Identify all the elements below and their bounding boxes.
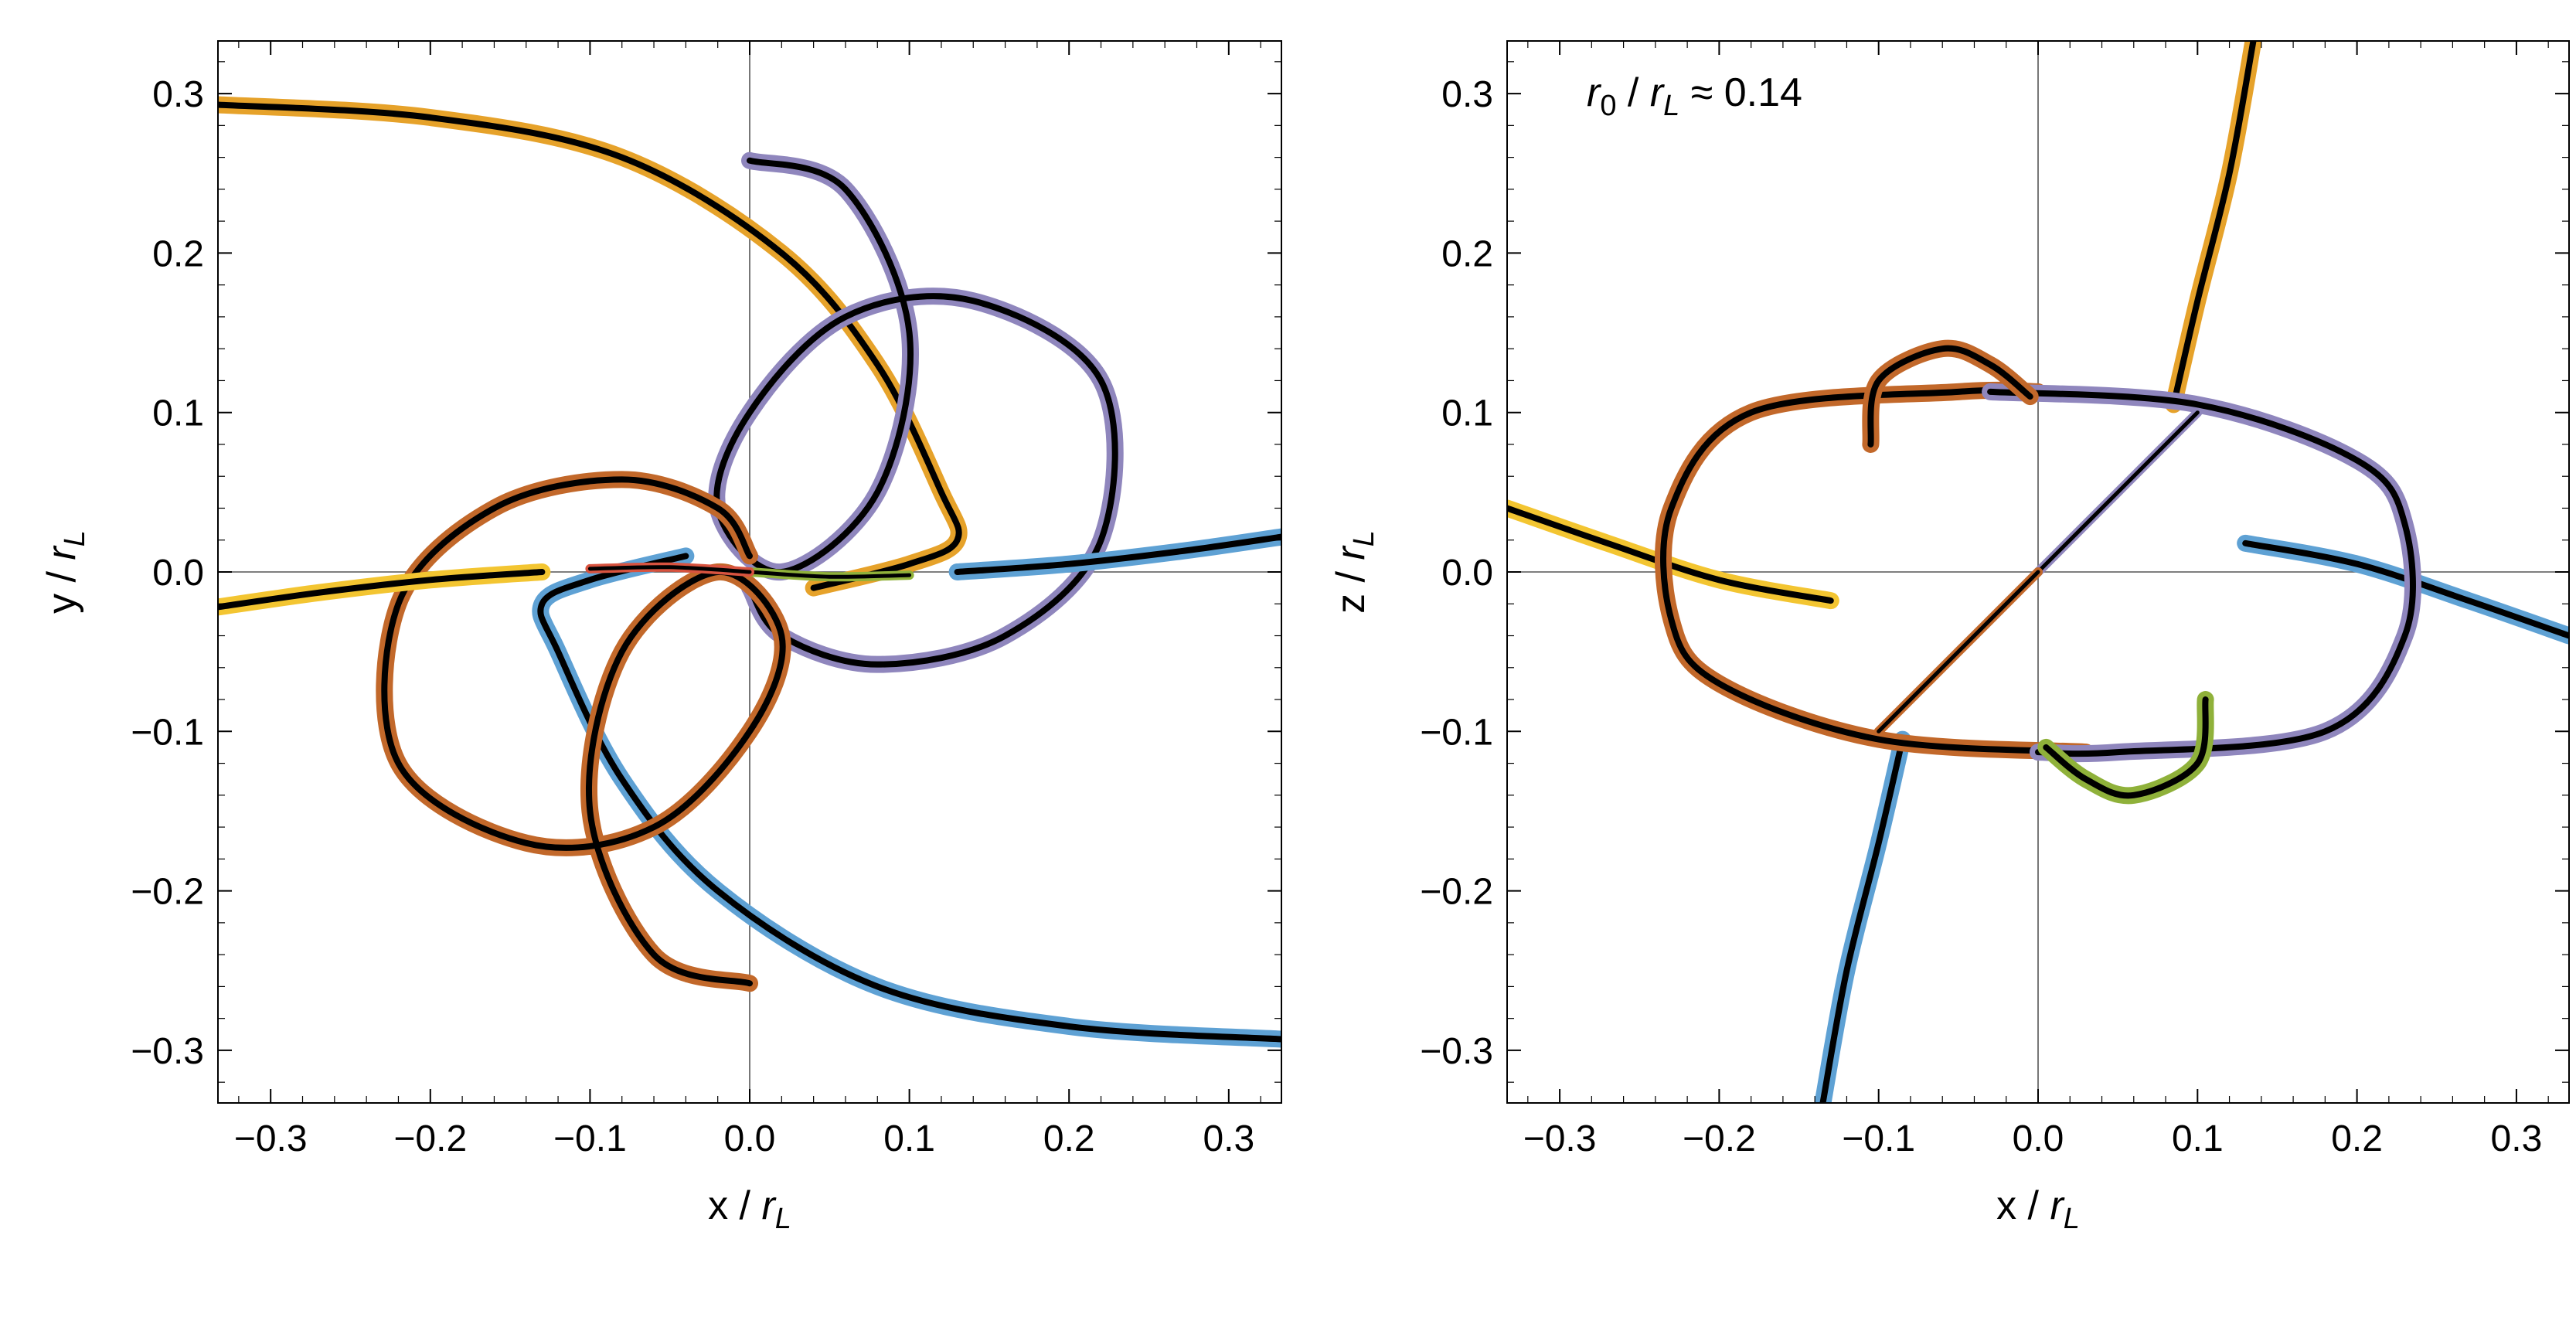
- y-tick-label: 0.1: [152, 393, 204, 434]
- y-tick-label: 0.0: [152, 553, 204, 594]
- series-halo-1: [532, 547, 1281, 1048]
- series-line-1: [537, 553, 1281, 1043]
- series-line-1: [1819, 736, 1906, 1103]
- y-tick-label: 0.0: [1441, 553, 1493, 594]
- series-line-4: [1660, 386, 2089, 756]
- series-line-6: [747, 570, 912, 579]
- series-line-5: [218, 569, 546, 611]
- series-line-0: [2170, 41, 2257, 408]
- right-panel: −0.3 −0.3 −0.2 −0.2 −0.1 −0.1 0.0 0.0 0.1 0.1 0.2 0…: [1329, 40, 2570, 1235]
- y-tick-label: −0.3: [131, 1031, 204, 1072]
- y-tick-label: 0.2: [1441, 233, 1493, 274]
- y-tick-label: −0.1: [131, 712, 204, 753]
- x-tick-label: 0.2: [2331, 1118, 2383, 1159]
- y-axis-label: y / rL: [39, 530, 91, 614]
- trajectories: [1507, 41, 2569, 1103]
- x-tick-label: −0.1: [1842, 1118, 1915, 1159]
- x-axis-label: x / rL: [1996, 1183, 2080, 1235]
- ratio-annotation: r0 / rL ≈ 0.14: [1587, 70, 1802, 122]
- x-tick-label: 0.0: [724, 1118, 776, 1159]
- y-tick-label: 0.3: [152, 74, 204, 115]
- x-tick-label: 0.2: [1043, 1118, 1095, 1159]
- y-tick-label: −0.3: [1420, 1031, 1493, 1072]
- x-tick-label: −0.2: [393, 1118, 467, 1159]
- x-axis-label: x / rL: [708, 1183, 791, 1235]
- y-tick-label: −0.2: [131, 872, 204, 913]
- series-line-3: [381, 476, 786, 987]
- x-tick-label: 0.1: [2172, 1118, 2224, 1159]
- y-tick-label: 0.1: [1441, 393, 1493, 434]
- x-tick-label: 0.1: [883, 1118, 935, 1159]
- x-tick-label: 0.3: [1203, 1118, 1254, 1159]
- y-tick-label: 0.3: [1441, 74, 1493, 115]
- series-line-7: [1877, 570, 2040, 733]
- series-line-5: [1987, 388, 2416, 757]
- series-line-8: [1867, 345, 2033, 448]
- x-tick-label: −0.3: [234, 1118, 308, 1159]
- series-line-9: [2043, 696, 2209, 799]
- series-halo-3: [376, 471, 791, 992]
- left-panel: −0.3 −0.3 −0.2 −0.2 −0.1 −0.1 0.0 0.0 0.1 0.1 0.2 0…: [39, 40, 1282, 1235]
- series-line-0: [218, 101, 962, 591]
- series-line-2: [713, 157, 1118, 668]
- x-tick-label: 0.3: [2491, 1118, 2543, 1159]
- series-line-4: [954, 533, 1281, 575]
- y-tick-label: 0.2: [152, 233, 204, 274]
- series-halo-2: [708, 151, 1124, 673]
- x-tick-label: −0.3: [1523, 1118, 1597, 1159]
- series-line-6: [2036, 410, 2200, 574]
- series-line-7: [587, 565, 752, 574]
- x-tick-label: −0.1: [553, 1118, 627, 1159]
- x-tick-label: 0.0: [2013, 1118, 2064, 1159]
- y-tick-label: −0.1: [1420, 712, 1493, 753]
- y-tick-label: −0.2: [1420, 872, 1493, 913]
- series-halo-0: [218, 96, 968, 597]
- y-axis-label: z / rL: [1329, 530, 1380, 614]
- x-tick-label: −0.2: [1683, 1118, 1756, 1159]
- trajectories: [218, 96, 1281, 1048]
